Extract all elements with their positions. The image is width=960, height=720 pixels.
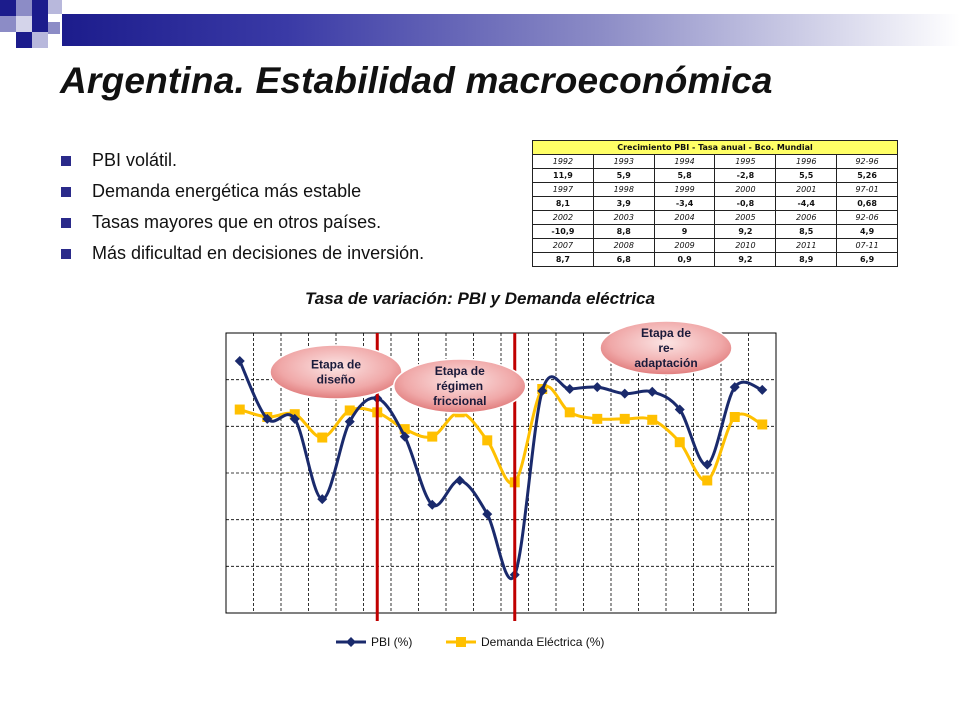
data-point-diamond: [454, 475, 465, 486]
table-value-cell: 8,9: [775, 252, 838, 267]
decor-square-8: [16, 32, 32, 48]
data-point-square: [482, 435, 493, 446]
legend-marker-square: [456, 637, 466, 647]
table-row: 1997 1998 1999 2000 2001 97-01: [532, 182, 898, 197]
decor-square-1: [0, 0, 16, 16]
data-point-square: [757, 419, 768, 430]
decor-square-7: [32, 16, 48, 32]
data-point-diamond: [729, 382, 740, 393]
data-point-diamond: [592, 382, 603, 393]
data-point-diamond: [317, 494, 328, 505]
data-point-diamond: [427, 499, 438, 510]
table-row: 2007 2008 2009 2010 2011 07-11: [532, 238, 898, 253]
data-point-diamond: [674, 404, 685, 415]
annotation-label: friccional: [433, 394, 486, 408]
table-value-cell: 6,8: [592, 252, 655, 267]
data-point-square: [702, 475, 713, 486]
bullet-item: Demanda energética más estable: [58, 179, 424, 210]
bullet-text: Demanda energética más estable: [92, 181, 362, 201]
table-row: 11,9 5,9 5,8 -2,8 5,5 5,26: [532, 168, 898, 183]
data-point-diamond: [537, 385, 548, 396]
bullet-item: Más dificultad en decisiones de inversió…: [58, 241, 424, 272]
decor-square-10: [48, 22, 60, 34]
table-caption: Crecimiento PBI - Tasa anual - Bco. Mund…: [532, 140, 898, 155]
data-point-square: [674, 437, 685, 448]
table-row: 1992 1993 1994 1995 1996 92-96: [532, 154, 898, 169]
annotation-label: régimen: [436, 379, 483, 393]
table-value-cell: 0,9: [653, 252, 716, 267]
decor-square-6: [16, 16, 32, 32]
decor-square-5: [0, 16, 16, 32]
bullet-text: Más dificultad en decisiones de inversió…: [92, 243, 425, 263]
bullet-text: Tasas mayores que en otros países.: [92, 212, 382, 232]
gdp-growth-table: Crecimiento PBI - Tasa anual - Bco. Mund…: [532, 140, 898, 267]
square-bullet-icon: [61, 187, 71, 197]
annotation-label: adaptación: [634, 356, 697, 370]
annotation-label: diseño: [317, 373, 356, 387]
header-gradient-bar: [62, 14, 960, 46]
chart-title: Tasa de variación: PBI y Demanda eléctri…: [305, 289, 655, 308]
data-point-diamond: [289, 413, 300, 424]
annotation-label: Etapa de: [311, 358, 361, 372]
data-point-diamond: [482, 509, 493, 520]
legend-label: PBI (%): [371, 635, 412, 649]
table-row: 8,7 6,8 0,9 9,2 8,9 6,9: [532, 252, 898, 267]
data-point-diamond: [344, 416, 355, 427]
data-point-diamond: [234, 356, 245, 366]
annotation-bubble: [599, 320, 733, 376]
decor-square-2: [16, 0, 32, 16]
annotation-bubble: [393, 358, 527, 414]
data-point-square: [427, 431, 438, 442]
data-point-diamond: [757, 384, 768, 395]
table-row: -10,9 8,8 9 9,2 8,5 4,9: [532, 224, 898, 239]
data-point-diamond: [647, 386, 658, 397]
data-point-diamond: [262, 413, 273, 424]
data-point-square: [564, 407, 575, 418]
data-point-square: [729, 412, 740, 422]
data-point-square: [344, 405, 355, 416]
data-point-diamond: [399, 431, 410, 442]
table-value-cell: 6,9: [836, 252, 898, 267]
data-point-diamond: [619, 388, 630, 399]
bullet-list: PBI volátil. Demanda energética más esta…: [58, 148, 424, 272]
square-bullet-icon: [61, 156, 71, 166]
bullet-text: PBI volátil.: [92, 150, 178, 170]
data-point-diamond: [564, 384, 575, 394]
data-point-square: [399, 424, 410, 435]
decor-square-4: [48, 0, 62, 14]
bullet-item: PBI volátil.: [58, 148, 424, 179]
legend-marker-diamond: [346, 637, 356, 647]
data-point-square: [619, 413, 630, 424]
slide-title: Argentina. Estabilidad macroeconómica: [60, 60, 773, 101]
data-point-diamond: [702, 459, 713, 470]
data-point-square: [317, 432, 328, 443]
data-point-square: [592, 413, 603, 424]
annotation-label: Etapa de: [435, 364, 485, 378]
data-point-square: [234, 404, 245, 415]
annotation-label: re-: [658, 341, 673, 355]
legend-label: Demanda Eléctrica (%): [481, 635, 604, 649]
square-bullet-icon: [61, 249, 71, 259]
bullet-item: Tasas mayores que en otros países.: [58, 210, 424, 241]
data-point-square: [647, 414, 658, 425]
decor-square-3: [32, 0, 48, 16]
annotation-label: Etapa de: [641, 326, 691, 340]
square-bullet-icon: [61, 218, 71, 228]
decor-square-9: [32, 32, 48, 48]
